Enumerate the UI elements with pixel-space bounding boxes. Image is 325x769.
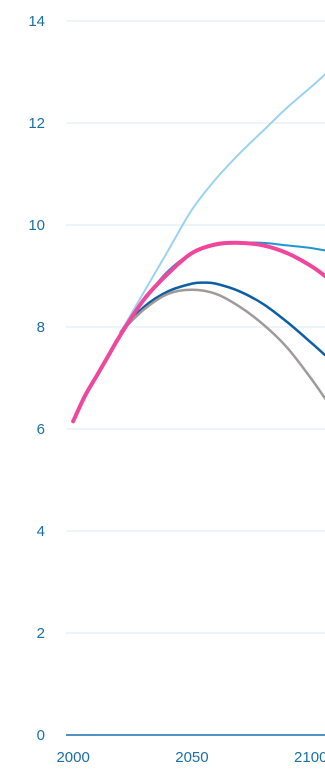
tick-labels: 0 2 4 6 8 10 12 14 2000 2050 2100 bbox=[28, 13, 325, 766]
y-tick-label: 12 bbox=[28, 115, 45, 132]
y-tick-label: 14 bbox=[28, 13, 45, 30]
series-line-3 bbox=[119, 281, 325, 357]
series-line-5 bbox=[71, 240, 325, 424]
gridlines bbox=[66, 20, 325, 634]
series-line-4 bbox=[119, 288, 325, 400]
x-tick-label: 2000 bbox=[56, 749, 89, 766]
y-tick-label: 0 bbox=[37, 727, 45, 744]
y-tick-label: 2 bbox=[37, 625, 45, 642]
y-tick-label: 6 bbox=[37, 421, 45, 438]
y-tick-label: 8 bbox=[37, 319, 45, 336]
series-lines bbox=[71, 73, 325, 424]
series-line-1 bbox=[119, 73, 325, 334]
x-tick-label: 2050 bbox=[175, 749, 208, 766]
y-tick-label: 10 bbox=[28, 217, 45, 234]
y-tick-label: 4 bbox=[37, 523, 45, 540]
x-tick-label: 2100 bbox=[294, 749, 325, 766]
